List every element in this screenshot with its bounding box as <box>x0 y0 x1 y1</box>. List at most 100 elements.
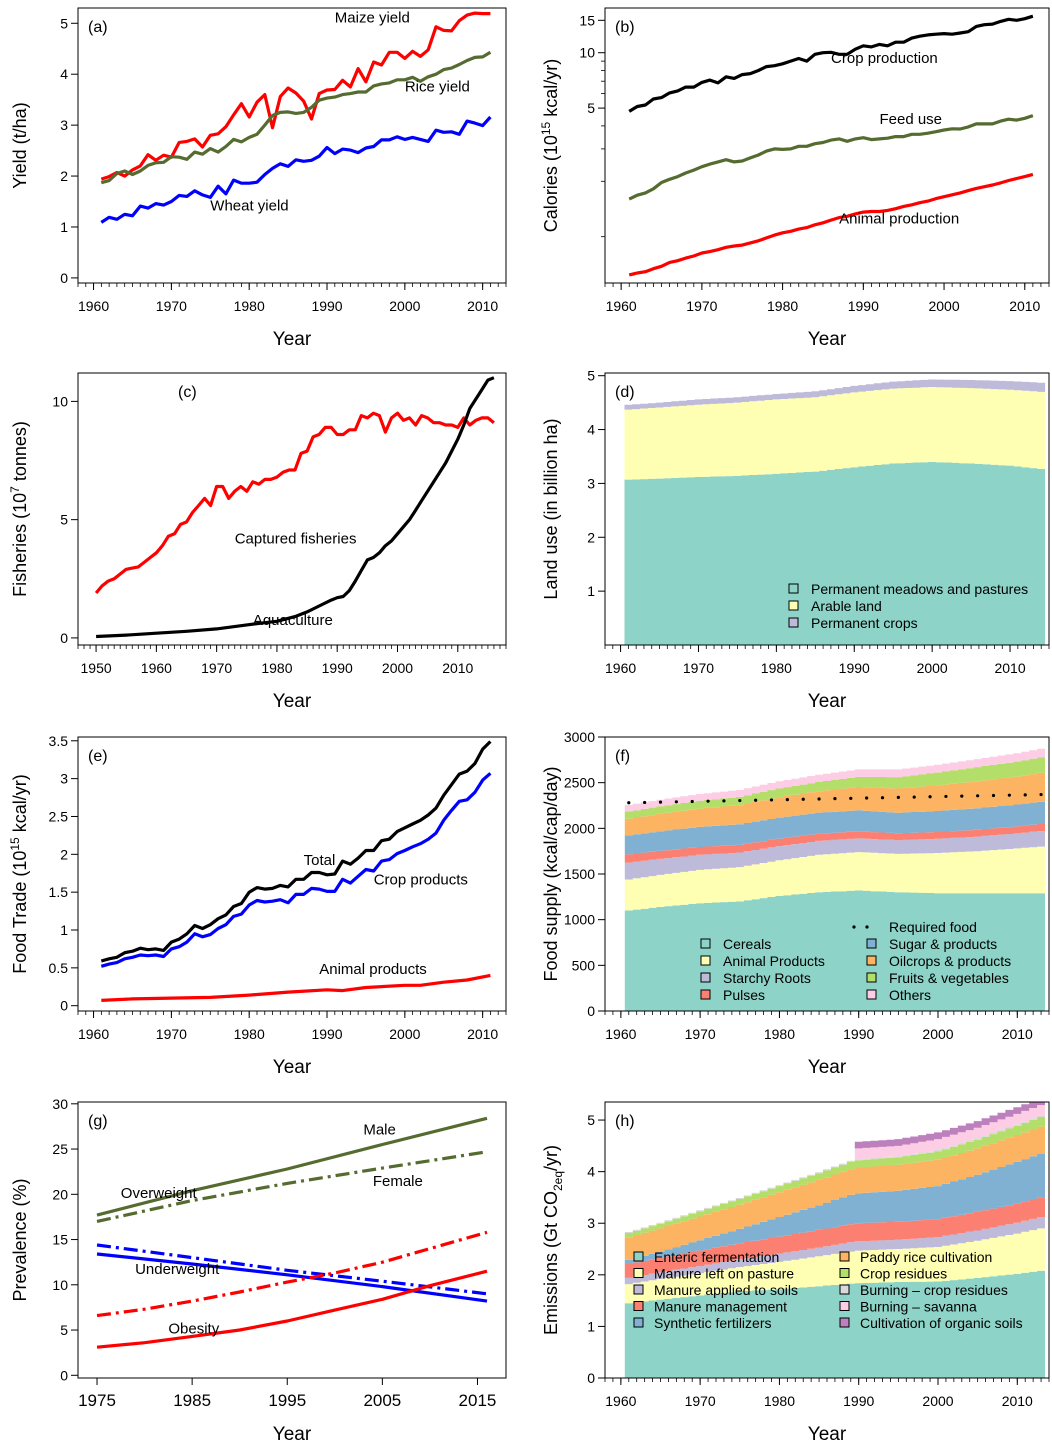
legend-swatch-synthetic-fertilizers <box>633 1317 644 1328</box>
area-manure-applied-to-soils <box>624 1217 1045 1285</box>
legend-label-manure-applied-to-soils: Manure applied to soils <box>654 1282 798 1298</box>
panel-label: (h) <box>615 1113 635 1130</box>
y-tick-label: 20 <box>52 1186 68 1202</box>
series-label-obesity: Obesity <box>168 1321 219 1338</box>
y-tick-label: 10 <box>579 45 595 61</box>
plot-area <box>628 14 1034 277</box>
plot-frame <box>604 7 1050 284</box>
y-tick-label: 1000 <box>564 912 595 928</box>
y-tick-label: 2500 <box>564 775 595 791</box>
required-food-dot <box>849 796 853 800</box>
area-manure-left-on-pasture <box>624 1228 1045 1304</box>
legend-label-permanent-meadows-and-pastures: Permanent meadows and pastures <box>811 581 1028 597</box>
legend-swatch-permanent-crops <box>788 617 799 628</box>
area-cereals <box>624 890 1045 1011</box>
panel-label: (b) <box>615 19 635 36</box>
x-tick-label: 2000 <box>382 660 413 676</box>
area-oilcrops-products <box>624 772 1045 836</box>
required-food-dot <box>976 794 980 798</box>
x-tick-label: 1980 <box>761 660 792 676</box>
x-tick-label: 2005 <box>363 1391 401 1410</box>
x-axis-label: Year <box>808 691 847 712</box>
panel-d: 1960 1970 1980 1990 2000 2010 1 2 3 4 5 (d) Year Land… <box>541 368 1050 712</box>
series-line-underweight-male <box>96 1252 488 1303</box>
legend-label-pulses: Pulses <box>723 987 765 1003</box>
x-tick-label: 2000 <box>389 1026 420 1042</box>
required-food-dot <box>706 799 710 803</box>
x-tick-label: 2000 <box>917 660 948 676</box>
y-tick-label: 1 <box>587 1318 595 1334</box>
y-tick-label: 0 <box>60 1367 68 1383</box>
area-paddy-rice-cultivation <box>624 1126 1045 1260</box>
x-axis-label: Year <box>273 1424 312 1445</box>
x-tick-label: 2010 <box>467 1026 498 1042</box>
legend-label-burning-crop-residues: Burning – crop residues <box>860 1282 1008 1298</box>
area-sugar-products <box>624 801 1045 855</box>
legend-swatch-manure-management <box>633 1301 644 1311</box>
x-tick-label: 2010 <box>467 298 498 314</box>
y-tick-label: 5 <box>60 15 68 31</box>
x-tick-label: 1970 <box>201 660 232 676</box>
legend-required-food-dot <box>865 925 869 929</box>
x-tick-label: 1970 <box>685 1026 716 1042</box>
y-tick-label: 4 <box>60 66 68 82</box>
y-tick-label: 5 <box>60 512 68 528</box>
y-tick-label: 2000 <box>564 820 595 836</box>
series-label-wheat-yield: Wheat yield <box>210 198 288 215</box>
legend-label-synthetic-fertilizers: Synthetic fertilizers <box>654 1315 771 1331</box>
area-permanent-meadows-and-pastures <box>624 461 1046 645</box>
y-tick-label: 2 <box>60 846 68 862</box>
required-food-dot <box>960 794 964 798</box>
series-label-rice-yield: Rice yield <box>405 79 470 96</box>
required-food-dot <box>817 797 821 801</box>
y-tick-label: 4 <box>587 1164 595 1180</box>
y-tick-label: 4 <box>587 422 595 438</box>
required-food-dot <box>1007 793 1011 797</box>
y-tick-label: 0 <box>587 1370 595 1386</box>
y-tick-label: 3.5 <box>49 733 69 749</box>
legend-label-arable-land: Arable land <box>811 598 882 614</box>
x-tick-label: 1970 <box>156 1026 187 1042</box>
series-label-total: Total <box>304 852 336 869</box>
legend-label-cereals: Cereals <box>723 936 771 952</box>
legend-label-burning-savanna: Burning – savanna <box>860 1299 977 1315</box>
area-arable-land <box>624 387 1046 480</box>
required-food-dot <box>738 798 742 803</box>
series-line-overweight-male <box>96 1116 488 1217</box>
plot-area <box>94 376 495 639</box>
area-enteric-fermentation <box>624 1270 1045 1378</box>
legend-swatch-pulses <box>700 989 711 1000</box>
plot-area <box>624 379 1046 645</box>
legend-swatch-starchy-roots <box>700 972 711 983</box>
x-tick-label: 2010 <box>442 660 473 676</box>
area-synthetic-fertilizers <box>624 1153 1045 1264</box>
y-axis-label: Yield (t/ha) <box>10 102 30 188</box>
y-tick-label: 2.5 <box>49 808 69 824</box>
area-manure-management <box>624 1197 1045 1278</box>
y-axis-label: Food Trade (1015 kcal/yr) <box>8 774 30 973</box>
x-tick-label: 1985 <box>173 1391 211 1410</box>
y-tick-label: 10 <box>52 1277 68 1293</box>
required-food-dot <box>912 795 916 799</box>
x-tick-label: 2000 <box>928 298 959 314</box>
area-permanent-crops <box>624 379 1046 410</box>
legend-swatch-permanent-meadows-and-pastures <box>788 583 799 594</box>
required-food-dot <box>833 797 837 801</box>
x-tick-label: 1990 <box>311 1026 342 1042</box>
x-tick-label: 1970 <box>156 298 187 314</box>
required-food-dot <box>674 800 678 804</box>
panel-label: (g) <box>88 1113 108 1130</box>
x-tick-label: 2000 <box>922 1026 953 1042</box>
series-line-feed-use <box>628 114 1034 201</box>
x-tick-label: 1980 <box>261 660 292 676</box>
series-label-underweight: Underweight <box>135 1261 220 1278</box>
series-label-female: Female <box>373 1173 423 1190</box>
y-tick-label: 2 <box>587 1267 595 1283</box>
panel-b: Crop production Feed use Animal production… <box>539 7 1050 350</box>
panel-label: (d) <box>615 384 635 401</box>
y-tick-label: 5 <box>587 368 595 384</box>
y-tick-label: 3 <box>60 117 68 133</box>
y-axis-label: Prevalence (%) <box>10 1178 30 1301</box>
x-tick-label: 1970 <box>685 1393 716 1409</box>
